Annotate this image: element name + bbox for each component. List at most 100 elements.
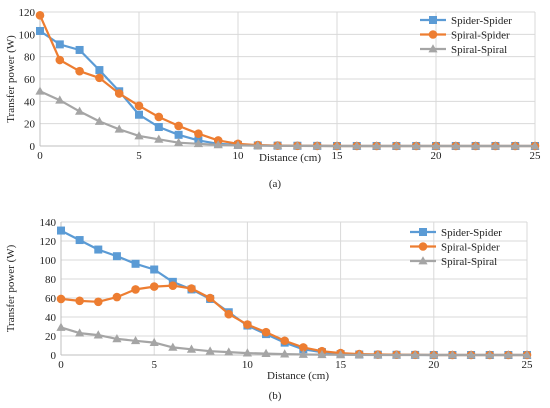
data-point-spiral-spiral [242,348,252,357]
legend-label: Spider-Spider [451,15,512,27]
data-point-spiral-spider [187,284,196,293]
y-tick-label: 0 [51,350,57,362]
y-tick-label: 80 [45,274,57,286]
data-point-spider-spider [75,45,84,54]
legend-label: Spiral-Spider [451,30,510,42]
series-line-spiral-spiral [39,90,535,148]
data-point-spiral-spiral [451,141,461,150]
legend-label: Spiral-Spiral [451,44,507,56]
data-point-spiral-spiral [253,140,263,150]
data-point-spiral-spider [131,285,140,294]
data-point-spiral-spiral [114,124,124,133]
y-tick-label: 80 [24,52,36,64]
data-point-spiral-spiral [292,141,302,150]
x-tick-label: 10 [233,150,245,162]
data-point-spider-spider [94,245,103,254]
data-point-spider-spider [95,66,104,75]
data-point-spiral-spiral [56,322,66,331]
data-point-spiral-spiral [205,346,215,355]
data-point-spiral-spiral [312,141,322,150]
x-axis-label: Distance (cm) [267,370,329,382]
data-point-spiral-spider [261,327,271,337]
data-point-spiral-spider [95,73,104,83]
data-point-spiral-spiral [447,350,458,359]
x-tick-label: 5 [151,359,157,371]
data-point-spiral-spiral [485,350,495,359]
chart-a: 0 20 40 60 80 100 120 0 5 10 15 20 25 Distance (cm) Tr… [5,7,541,190]
data-point-spiral-spider [55,55,65,65]
data-point-spider-spider [131,259,140,268]
data-point-spiral-spiral [503,350,513,359]
data-point-spiral-spiral [336,350,346,359]
data-point-spiral-spiral [298,349,308,358]
data-point-spiral-spider [149,282,159,291]
data-point-spiral-spiral [149,337,159,347]
data-point-spiral-spiral [431,141,441,150]
data-point-spiral-spiral [174,137,184,147]
legend-label: Spiral-Spider [441,242,500,254]
data-point-spiral-spiral [510,141,520,150]
x-tick-label: 25 [530,150,542,162]
x-tick-label: 10 [242,359,254,371]
data-point-spider-spider [112,252,121,261]
x-tick-label: 20 [431,150,443,162]
data-point-spiral-spiral [75,106,85,115]
x-tick-label: 0 [58,359,64,371]
data-point-spiral-spiral [471,141,481,150]
y-tick-label: 60 [45,293,57,305]
data-point-spiral-spider [75,66,84,76]
y-tick-label: 20 [24,119,36,131]
legend-label: Spider-Spider [441,227,502,239]
chart-b: 0 20 40 60 80 100 120 140 0 5 10 15 20 25 Distance (cm… [5,217,533,402]
data-point-spiral-spider [174,121,183,131]
x-axis-label: Distance (cm) [259,152,321,164]
y-tick-label: 140 [40,217,57,229]
y-axis-label: Transfer power (W) [5,244,17,332]
data-point-spiral-spiral [410,350,420,359]
data-point-spider-spider [36,26,44,35]
data-point-spiral-spiral [522,350,532,359]
data-point-spiral-spiral [213,140,223,149]
x-tick-label: 15 [335,359,347,371]
data-point-spiral-spider [280,336,289,346]
data-point-spiral-spider [114,89,124,98]
data-point-spider-spider [57,226,65,235]
data-point-spider-spider [150,265,159,274]
data-point-spiral-spiral [391,350,402,359]
data-point-spider-spider [55,40,64,49]
data-point-spiral-spiral [93,330,103,339]
y-tick-label: 40 [24,96,36,108]
data-point-spiral-spiral [490,141,500,150]
x-tick-label: 5 [136,150,142,162]
data-point-spiral-spiral [373,350,383,359]
y-tick-label: 40 [45,312,57,324]
data-point-spider-spider [174,130,183,139]
legend-label: Spiral-Spiral [441,256,497,268]
data-point-spiral-spiral [411,141,421,150]
legend-marker [419,228,427,236]
legend-marker [429,16,437,24]
data-point-spiral-spiral [317,349,327,359]
data-point-spiral-spiral [154,134,164,143]
data-point-spiral-spiral [466,350,476,359]
data-point-spiral-spiral [530,141,540,150]
legend-marker [428,44,438,53]
data-point-spiral-spider [194,129,203,139]
chart-caption: (b) [269,390,282,402]
y-tick-label: 0 [30,141,36,153]
data-point-spiral-spiral [186,344,197,353]
data-point-spiral-spiral [35,86,45,95]
series-line-spiral-spider [60,284,527,357]
data-point-spiral-spiral [233,140,243,149]
data-point-spiral-spider [224,309,234,319]
y-tick-label: 100 [40,255,57,267]
data-point-spiral-spiral [273,140,283,150]
data-point-spider-spider [75,236,84,245]
x-tick-label: 20 [428,359,440,371]
legend-marker [418,256,428,265]
data-point-spiral-spiral [224,347,234,356]
data-point-spiral-spiral [193,138,203,148]
data-point-spiral-spider [75,296,84,306]
data-point-spiral-spider [93,297,103,307]
data-point-spiral-spiral [372,141,382,150]
